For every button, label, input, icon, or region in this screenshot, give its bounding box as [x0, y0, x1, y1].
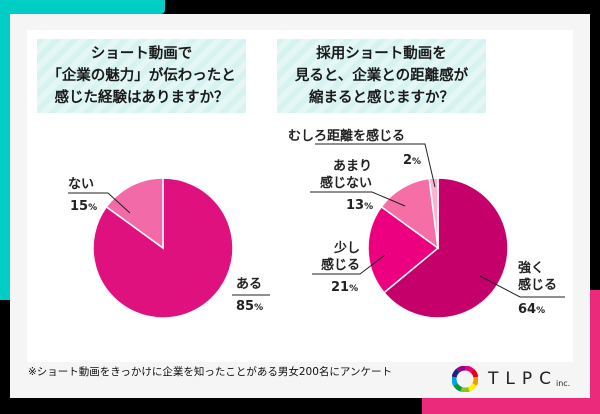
- ring-segment: [456, 366, 466, 373]
- pct-nai: 15%: [70, 199, 98, 214]
- label-line: 強く: [518, 261, 545, 276]
- leader-line: [68, 192, 131, 214]
- question-2-title: 採用ショート動画を 見ると、企業との距離感が 縮まると感じますか？: [277, 39, 486, 113]
- pie-slice: [428, 177, 439, 249]
- company-logo: TLPC inc.: [452, 366, 570, 392]
- label-line: 感じる: [320, 258, 360, 273]
- pie-slice: [367, 205, 440, 294]
- title-line: 縮まると感じますか？: [309, 90, 454, 106]
- color-ring-icon: [452, 366, 478, 392]
- pct-somewhat: 21%: [331, 280, 359, 295]
- label-line: 少し: [333, 241, 360, 256]
- question-1-title: ショート動画で 「企業の魅力」が伝わったと 感じた経験はありますか？: [37, 39, 246, 113]
- label-not-much: あまり感じない: [312, 158, 372, 192]
- pie-chart-1: [92, 177, 234, 319]
- ring-segment: [452, 376, 458, 386]
- pct-strongly: 64%: [518, 302, 546, 317]
- ring-segment: [453, 383, 463, 392]
- pct-aru: 85%: [236, 299, 264, 314]
- bg-accent-cyan-left: [0, 0, 10, 300]
- label-strongly: 強く 感じる: [518, 260, 557, 294]
- logo-suffix: inc.: [555, 378, 571, 388]
- ring-segment: [470, 368, 478, 378]
- label-line: あまり: [332, 159, 372, 174]
- title-line: 感じた経験はありますか？: [54, 90, 229, 106]
- ring-segment: [467, 383, 477, 392]
- pct-rather-distant: 2%: [403, 153, 422, 168]
- pie-slice: [380, 177, 439, 250]
- label-line: 感じない: [319, 176, 372, 191]
- leader-line: [312, 254, 386, 275]
- label-somewhat: 少し感じる: [310, 240, 360, 274]
- bg-accent-cyan: [0, 0, 165, 14]
- ring-segment: [452, 368, 460, 378]
- leader-line: [310, 191, 406, 207]
- pct-not-much: 13%: [346, 198, 374, 213]
- leader-line: [479, 275, 565, 298]
- bg-accent-pink: [590, 290, 600, 414]
- label-nai: ない: [68, 177, 95, 192]
- title-line: 見ると、企業との距離感が: [294, 68, 469, 84]
- leader-lines: [68, 143, 565, 298]
- ring-segment: [460, 386, 470, 392]
- label-aru: ある: [236, 277, 263, 292]
- footnote: ※ショート動画をきっかけに企業を知ったことがある男女200名にアンケート: [28, 366, 392, 378]
- title-line: 「企業の魅力」が伝わったと: [47, 68, 236, 84]
- leader-line: [315, 143, 436, 188]
- title-line: 採用ショート動画を: [316, 46, 447, 62]
- label-rather-distant: むしろ距離を感じる: [288, 129, 406, 144]
- ring-segment: [472, 376, 478, 386]
- pie-slice: [383, 177, 509, 319]
- logo-name: TLPC: [488, 369, 558, 389]
- bg-accent-pink-bottom: [422, 398, 600, 414]
- pie-slice: [105, 177, 164, 250]
- pie-chart-2: [367, 177, 509, 319]
- title-line: ショート動画で: [90, 46, 193, 62]
- ring-segment: [464, 366, 474, 373]
- label-line: 感じる: [518, 278, 558, 293]
